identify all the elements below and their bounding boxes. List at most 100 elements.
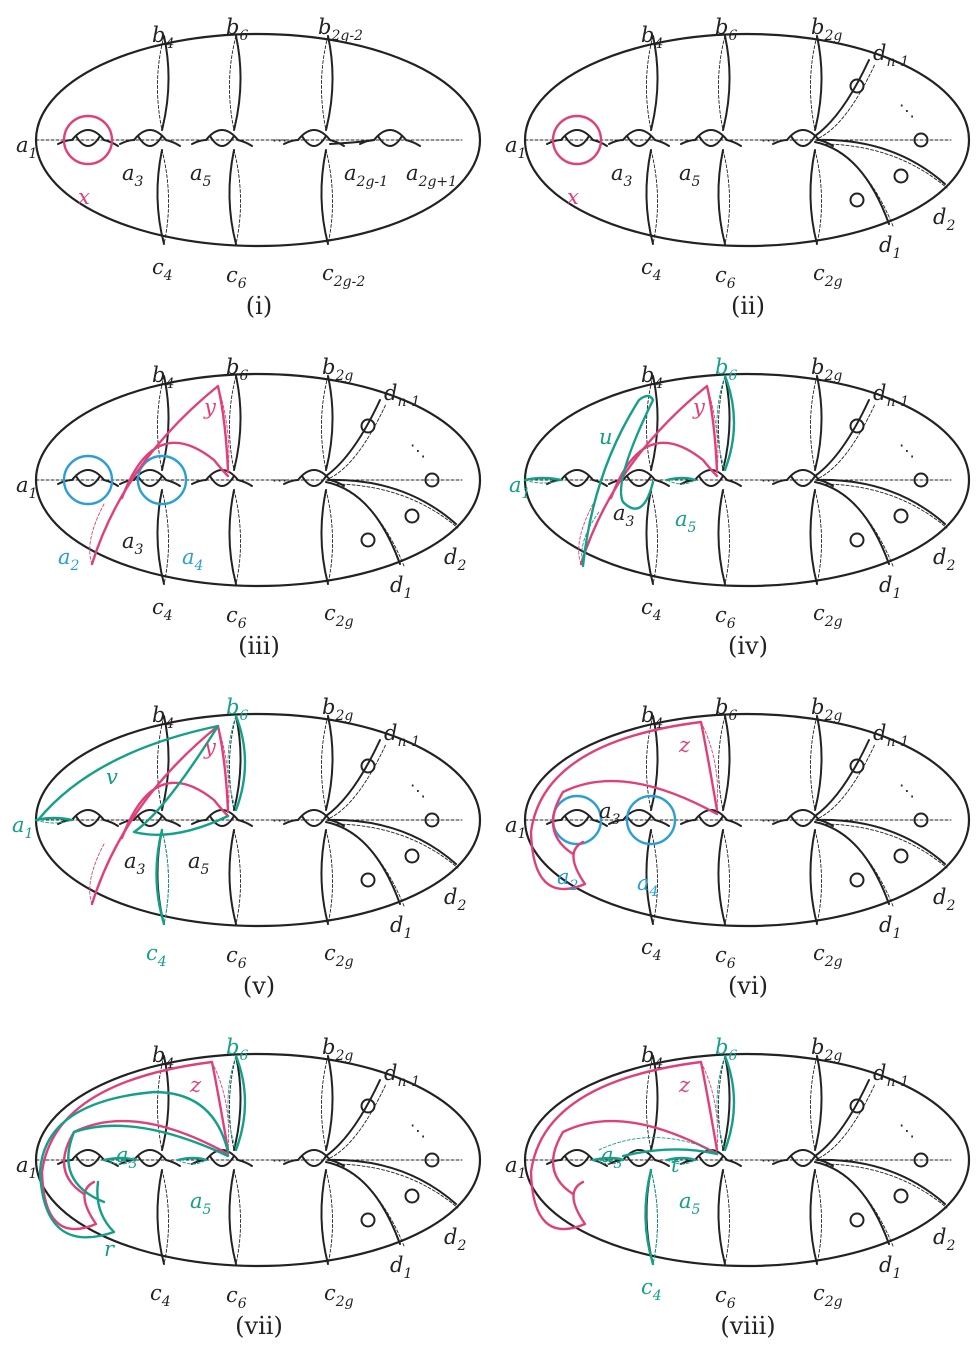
hole-top — [560, 129, 594, 141]
label-a-5: a5 — [679, 161, 701, 190]
label-b-2g: b2g — [811, 1035, 842, 1064]
label-d-n-1: dn-1 — [384, 721, 420, 750]
d-curve — [816, 818, 946, 865]
b-curve-hidden — [229, 375, 237, 471]
c-curve-hidden — [161, 1169, 169, 1265]
b-curve — [325, 715, 334, 811]
c-curve-hidden — [325, 829, 333, 925]
curve-y — [609, 441, 719, 500]
label-y: y — [692, 395, 706, 419]
b-curve — [814, 35, 823, 131]
hole-bottom — [301, 475, 327, 487]
chain-arc — [191, 479, 207, 485]
b-curve-hidden — [718, 715, 726, 811]
curve-x — [62, 114, 114, 166]
c-curve — [156, 1169, 165, 1265]
label-a-1: a1 — [16, 133, 37, 162]
chain-arc — [680, 819, 696, 825]
curve-a5 — [665, 1156, 697, 1162]
curve-z — [529, 1060, 719, 1231]
d-curve — [325, 399, 381, 477]
curve-z-hidden — [700, 721, 719, 811]
boundary-circle — [849, 418, 865, 434]
ellipsis: ··· — [761, 811, 776, 830]
b-curve-hidden — [810, 1055, 818, 1151]
label-d-1: d1 — [879, 1253, 901, 1282]
b-curve-hidden — [810, 35, 818, 131]
hole-top — [71, 469, 105, 481]
label-b-2g: b2g — [811, 695, 842, 724]
curve-b6-hidden — [716, 1055, 726, 1151]
hole-bottom — [137, 815, 163, 827]
curve-y — [90, 724, 230, 906]
b-curve-hidden — [157, 35, 165, 131]
label-b-4: b4 — [641, 703, 663, 732]
label-b-6: b6 — [715, 15, 737, 44]
curve-a5-hidden — [666, 1159, 696, 1165]
chain-arc — [103, 819, 119, 827]
label-b-4: b4 — [152, 23, 174, 52]
chain-arc — [191, 139, 207, 145]
label-b-2g: b2g — [322, 355, 353, 384]
hole-bottom — [790, 475, 816, 487]
b-curve-hidden — [157, 715, 165, 811]
curve-y-hidden — [706, 385, 719, 473]
label-a-1: a1 — [16, 1153, 37, 1182]
boundary-circle — [913, 812, 929, 828]
hole-top — [694, 129, 728, 141]
label-d-1: d1 — [879, 233, 901, 262]
panel-caption: (viii) — [720, 1312, 775, 1340]
chain-arc — [654, 479, 670, 487]
hole-bottom — [698, 135, 724, 147]
boundary-circle — [404, 508, 420, 524]
label-c-2g: c2g — [813, 1281, 843, 1310]
c-curve-hidden — [233, 489, 241, 585]
c-curve — [645, 489, 654, 585]
b-curve-hidden — [810, 375, 818, 471]
label-a-1: a1 — [505, 1153, 526, 1182]
chain-arc — [119, 139, 135, 145]
d-curve-hidden — [329, 403, 387, 479]
hole-bottom — [564, 135, 590, 147]
hole-bottom — [626, 475, 652, 487]
d-curve-hidden — [818, 743, 876, 819]
boundary-circle — [849, 1098, 865, 1114]
label-a-1: a1 — [12, 813, 33, 842]
label-a-1: a1 — [505, 813, 526, 842]
hole-top — [297, 469, 331, 481]
chain-arc — [237, 139, 253, 147]
d-curve — [814, 1079, 870, 1157]
label-a-3: a3 — [122, 529, 144, 558]
b-curve — [233, 35, 242, 131]
boundary-circle — [849, 1212, 865, 1228]
c-curve — [645, 829, 654, 925]
hole-bottom — [137, 135, 163, 147]
c-curve-hidden — [233, 1169, 241, 1265]
hole-bottom — [698, 475, 724, 487]
label-d-2: d2 — [444, 1225, 466, 1254]
b-curve-hidden — [157, 1055, 165, 1151]
hole-bottom — [564, 475, 590, 487]
hole-bottom — [75, 815, 101, 827]
curve-c4-hidden — [650, 1169, 658, 1265]
label-c-2g: c2g — [813, 941, 843, 970]
d-curve — [814, 739, 870, 817]
d-curve — [814, 821, 890, 905]
c-curve — [228, 149, 237, 245]
ellipsis: ··· — [272, 471, 287, 490]
chain-arc — [283, 819, 299, 825]
label-b-4: b4 — [152, 703, 174, 732]
label-a-5: a5 — [675, 507, 697, 536]
label-t: t — [671, 1153, 680, 1177]
curve-a4 — [136, 454, 188, 506]
hole-bottom — [564, 1155, 590, 1167]
curve-c4-hidden — [161, 829, 169, 925]
curve-v — [36, 724, 230, 836]
hole-top — [786, 809, 820, 821]
boundary-circle — [913, 1152, 929, 1168]
hole-bottom — [564, 815, 590, 827]
hole-top — [622, 809, 656, 821]
hole-bottom — [209, 475, 235, 487]
b-curve-hidden — [321, 715, 329, 811]
